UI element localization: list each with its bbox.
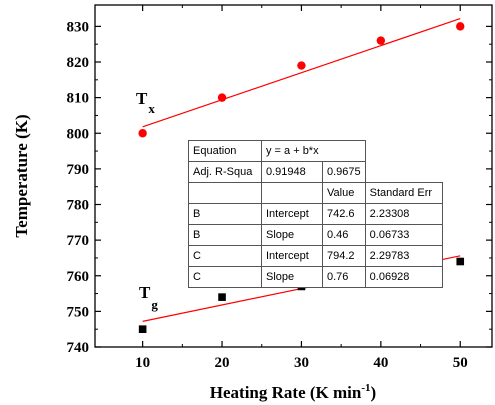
table-cell: Standard Err	[364, 182, 443, 204]
table-row: C Intercept 794.2 2.29783	[188, 245, 443, 267]
table-cell: B	[188, 203, 262, 225]
table-cell: B	[188, 224, 262, 246]
table-cell: 2.23308	[364, 203, 443, 225]
table-cell: 0.76	[322, 266, 366, 288]
y-tick-label: 770	[67, 233, 90, 249]
y-tick-label: 830	[67, 19, 90, 35]
y-tick-label: 790	[67, 162, 90, 178]
table-cell	[365, 162, 442, 183]
data-point-tg	[138, 325, 147, 333]
table-cell: Slope	[261, 224, 323, 246]
y-axis-title: Temperature (K)	[12, 114, 31, 237]
table-cell: 794.2	[322, 245, 366, 267]
table-cell: 2.29783	[364, 245, 443, 267]
table-row: B Intercept 742.6 2.23308	[188, 203, 443, 225]
table-cell: C	[188, 245, 262, 267]
x-tick-label: 20	[215, 355, 230, 371]
table-row: Equation y = a + b*x	[188, 140, 443, 162]
table-cell: 0.46	[322, 224, 366, 246]
y-tick-label: 800	[67, 126, 90, 142]
axes: 740 750 760 770 780 790 800 810 820 830 10 20 30 40 50	[67, 5, 492, 371]
table-cell: Intercept	[261, 245, 323, 267]
data-point-tg	[456, 257, 465, 266]
fit-results-table: Equation y = a + b*x Adj. R-Squa 0.91948…	[188, 140, 443, 288]
data-point-tx	[217, 93, 227, 102]
data-point-tx	[376, 36, 386, 45]
table-row: C Slope 0.76 0.06928	[188, 266, 443, 288]
table-cell: 0.9675	[322, 161, 366, 183]
table-cell: Value	[322, 182, 366, 204]
table-cell: 0.91948	[261, 161, 323, 183]
x-axis-title: Heating Rate (K min-1)	[210, 382, 376, 402]
table-cell: Adj. R-Squa	[188, 161, 262, 183]
y-tick-label: 820	[67, 55, 90, 71]
data-point-tx	[297, 61, 306, 70]
x-tick-label: 10	[135, 355, 150, 371]
data-point-tx	[456, 22, 465, 31]
table-cell: C	[188, 266, 262, 288]
table-cell: 742.6	[322, 203, 366, 225]
table-row: Value Standard Err	[188, 182, 443, 204]
x-tick-label: 30	[294, 355, 309, 371]
table-cell	[188, 182, 262, 204]
y-tick-label: 780	[67, 198, 90, 214]
table-row: B Slope 0.46 0.06733	[188, 224, 443, 246]
data-point-tx	[138, 129, 147, 138]
table-row: Adj. R-Squa 0.91948 0.9675	[188, 161, 443, 183]
table-cell	[261, 182, 323, 204]
y-tick-label: 750	[67, 304, 90, 320]
y-tick-label: 760	[67, 269, 90, 285]
table-cell: Slope	[261, 266, 323, 288]
table-cell: Intercept	[261, 203, 323, 225]
y-tick-label: 810	[67, 91, 90, 107]
annotation-tg: Tg	[139, 283, 158, 312]
annotation-tx: Tx	[136, 89, 155, 116]
x-tick-label: 40	[373, 355, 388, 371]
plot-frame	[94, 4, 493, 348]
fit-line-tx	[142, 17, 461, 128]
table-cell: 0.06928	[364, 266, 443, 288]
table-cell: Equation	[188, 140, 262, 162]
data-point-tg	[218, 293, 226, 301]
table-cell: 0.06733	[364, 224, 443, 246]
x-tick-label: 50	[453, 355, 468, 371]
x-axis-title-superscript: -1	[361, 382, 370, 394]
table-cell: y = a + b*x	[261, 140, 366, 162]
table-cell	[365, 140, 443, 162]
y-tick-label: 740	[67, 340, 90, 356]
x-axis-title-end: )	[371, 383, 377, 402]
